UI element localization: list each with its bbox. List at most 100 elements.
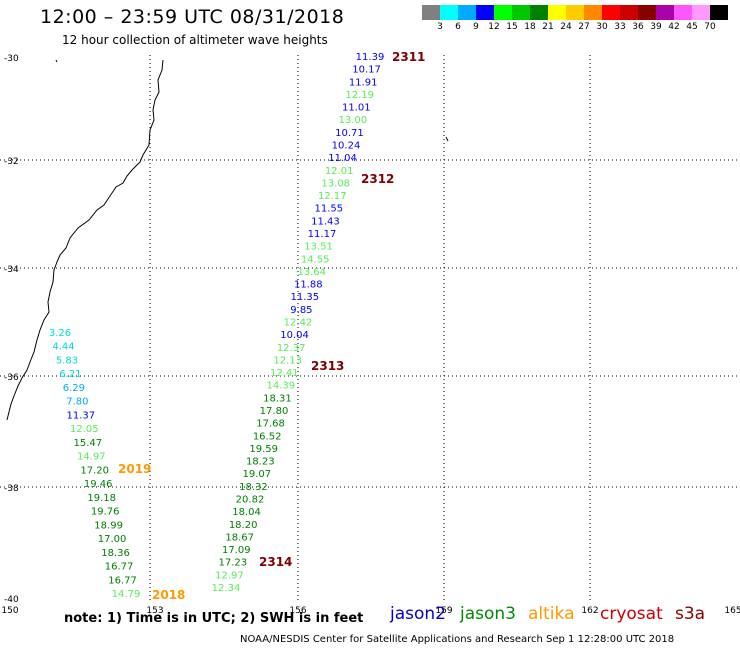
scale-swatch — [584, 5, 602, 20]
wave-height-value: 4.44 — [52, 342, 74, 353]
scale-label: 33 — [614, 22, 626, 32]
scale-label: 6 — [455, 22, 461, 32]
scale-swatch — [710, 5, 728, 20]
wave-height-value: 19.18 — [87, 493, 116, 504]
wave-height-value: 11.35 — [291, 292, 320, 303]
wave-height-value: 16.77 — [105, 562, 134, 573]
wave-height-value: 11.91 — [349, 77, 378, 88]
scale-swatch — [638, 5, 656, 20]
wave-height-value: 12.17 — [318, 191, 347, 202]
scale-label: 42 — [668, 22, 680, 32]
wave-height-value: 9.85 — [290, 305, 312, 316]
wave-height-value: 12.19 — [345, 90, 374, 101]
lat-tick-label: -34 — [4, 265, 19, 275]
legend-item-s3a: s3a — [675, 604, 706, 624]
wave-height-value: 12.41 — [270, 368, 299, 379]
wave-height-value: 14.97 — [77, 452, 106, 463]
wave-height-value: 17.00 — [98, 534, 127, 545]
lon-tick-label: 156 — [289, 606, 306, 616]
pass-labels: 2311 2312 2313 2314 2019 2018 — [118, 50, 425, 602]
scale-label: 27 — [578, 22, 590, 32]
wave-height-value: 16.77 — [108, 575, 137, 586]
wave-height-value: 18.67 — [225, 532, 254, 543]
scale-label: 18 — [524, 22, 536, 32]
lon-tick-label: 159 — [435, 606, 452, 616]
scale-label: 15 — [506, 22, 518, 32]
wave-height-value: 16.52 — [253, 431, 282, 442]
wave-height-value: 15.47 — [73, 438, 102, 449]
wave-height-value: 19.76 — [91, 507, 120, 518]
scale-swatch — [512, 5, 530, 20]
lat-tick-label: -32 — [4, 157, 19, 167]
scale-swatch — [422, 5, 440, 20]
wave-height-value: 13.00 — [339, 115, 368, 126]
pass-number-label: 2019 — [118, 462, 151, 476]
lon-tick-label: 162 — [581, 606, 598, 616]
wave-height-value: 17.20 — [80, 465, 109, 476]
wave-height-value: 17.23 — [219, 558, 248, 569]
pass-number-label: 2018 — [152, 588, 185, 602]
legend-item-jason2: jason2 — [390, 604, 446, 624]
wave-height-value: 11.17 — [308, 229, 337, 240]
wave-height-value: 11.39 — [356, 52, 385, 63]
scale-swatch — [656, 5, 674, 20]
wave-height-value: 14.55 — [301, 254, 330, 265]
scale-label: 24 — [560, 22, 572, 32]
wave-height-value: 10.04 — [280, 330, 309, 341]
scale-label: 3 — [437, 22, 443, 32]
wave-height-value: 13.64 — [297, 267, 326, 278]
wave-height-value: 19.46 — [84, 479, 113, 490]
lat-lon-grid — [0, 55, 740, 600]
wave-height-value: 18.20 — [229, 520, 258, 531]
lon-tick-label: 153 — [146, 606, 163, 616]
scale-label: 9 — [473, 22, 479, 32]
wave-height-value: 10.17 — [352, 65, 381, 76]
wave-height-value: 12.34 — [212, 583, 241, 594]
wave-height-value: 18.32 — [239, 482, 268, 493]
coastline-dot — [445, 136, 449, 142]
wave-height-value: 18.23 — [246, 457, 275, 468]
wave-height-value: 10.24 — [332, 141, 361, 152]
wave-height-value: 11.04 — [328, 153, 357, 164]
legend-item-altika: altika — [528, 604, 575, 624]
wave-height-value: 6.21 — [59, 369, 81, 380]
wave-height-value: 3.26 — [49, 328, 71, 339]
scale-swatch — [620, 5, 638, 20]
scale-swatch — [692, 5, 710, 20]
wave-height-value: 17.68 — [256, 419, 285, 430]
wave-height-value: 6.29 — [63, 383, 85, 394]
wave-height-value: 18.36 — [101, 548, 130, 559]
scale-label: 39 — [650, 22, 662, 32]
pass-number-label: 2311 — [392, 50, 425, 64]
wave-height-value: 12.97 — [215, 570, 244, 581]
wave-height-value: 17.80 — [260, 406, 289, 417]
wave-height-value: 7.80 — [66, 397, 88, 408]
wave-height-value: 18.99 — [94, 520, 123, 531]
coastline — [6, 59, 164, 421]
wave-height-value: 12.13 — [273, 355, 302, 366]
map-subtitle: 12 hour collection of altimeter wave hei… — [62, 33, 328, 47]
wave-height-value: 11.37 — [67, 410, 96, 421]
scale-label: 21 — [542, 22, 554, 32]
scale-label: 36 — [632, 22, 644, 32]
lat-tick-label: -36 — [4, 373, 19, 383]
wave-height-value: 13.51 — [304, 242, 333, 253]
footer-credit: NOAA/NESDIS Center for Satellite Applica… — [240, 634, 675, 645]
wave-height-value: 5.83 — [56, 355, 78, 366]
lat-tick-label: -40 — [4, 595, 19, 605]
lon-tick-label: 150 — [1, 606, 18, 616]
scale-swatch — [476, 5, 494, 20]
pass-number-label: 2313 — [311, 359, 344, 373]
units-note: note: 1) Time is in UTC; 2) SWH is in fe… — [64, 611, 364, 626]
pass-number-label: 2314 — [259, 555, 292, 569]
lat-tick-label: -38 — [4, 484, 19, 494]
wave-height-value: 17.09 — [222, 545, 251, 556]
scale-label: 12 — [488, 22, 500, 32]
wave-height-value: 20.82 — [236, 495, 265, 506]
scale-swatch — [602, 5, 620, 20]
lon-tick-label: 165 — [724, 606, 740, 616]
scale-swatch — [458, 5, 476, 20]
